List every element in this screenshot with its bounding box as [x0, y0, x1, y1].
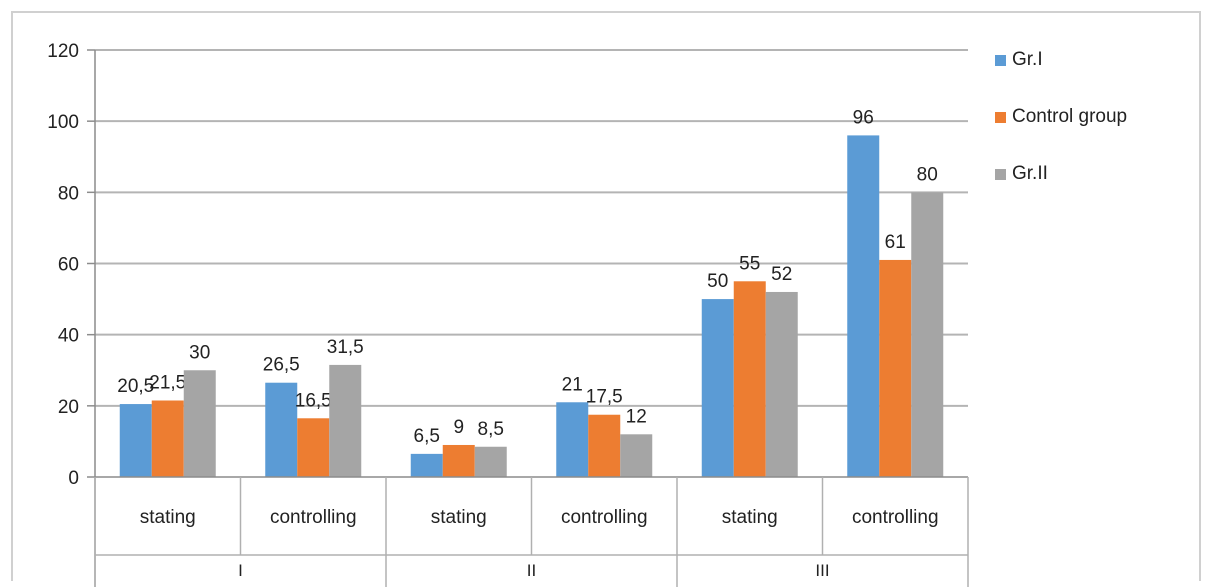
bar-gr-ii	[911, 192, 944, 478]
bar-control-group	[442, 444, 475, 477]
data-label: 12	[626, 406, 647, 427]
data-label: 50	[707, 271, 728, 292]
data-label: 16,5	[295, 390, 332, 411]
bar-gr-i	[410, 453, 443, 477]
y-tick-label: 120	[47, 41, 79, 62]
legend-item: Control group	[995, 105, 1127, 129]
bar-gr-ii	[474, 446, 507, 477]
x-group-label: III	[815, 561, 829, 580]
data-label: 80	[917, 164, 938, 185]
bar-gr-i	[556, 402, 589, 477]
legend-swatch	[995, 54, 1006, 66]
x-category-label: controlling	[561, 507, 648, 528]
y-tick-label: 20	[58, 397, 79, 418]
data-label: 17,5	[586, 387, 623, 408]
bar-gr-ii	[183, 370, 216, 477]
chart-frame	[11, 11, 1201, 581]
y-tick-label: 60	[58, 255, 79, 276]
y-tick-label: 40	[58, 326, 79, 347]
legend-item: Gr.II	[995, 162, 1048, 186]
y-tick-label: 100	[47, 112, 79, 133]
data-label: 96	[853, 107, 874, 128]
legend-item: Gr.I	[995, 48, 1043, 72]
bar-gr-ii	[329, 364, 362, 477]
x-category-label: controlling	[852, 507, 939, 528]
data-label: 21,5	[149, 372, 186, 393]
x-category-label: stating	[431, 507, 487, 528]
data-label: 30	[189, 342, 210, 363]
bar-control-group	[733, 281, 766, 477]
data-label: 61	[885, 232, 906, 253]
legend-swatch	[995, 111, 1006, 123]
bar-gr-i	[701, 299, 734, 477]
legend-label: Gr.II	[1012, 163, 1048, 184]
bar-gr-ii	[620, 434, 653, 477]
bar-gr-i	[847, 135, 880, 477]
x-group-label: II	[527, 561, 536, 580]
data-label: 31,5	[327, 337, 364, 358]
y-tick-label: 0	[68, 468, 79, 489]
data-label: 52	[771, 264, 792, 285]
data-label: 20,5	[117, 376, 154, 397]
x-category-label: controlling	[270, 507, 357, 528]
bar-control-group	[588, 414, 621, 477]
bar-gr-i	[119, 404, 152, 477]
legend-swatch	[995, 168, 1006, 180]
bar-gr-ii	[765, 291, 798, 477]
y-tick-label: 80	[58, 183, 79, 204]
data-label: 8,5	[478, 419, 504, 440]
data-label: 21	[562, 374, 583, 395]
data-label: 55	[739, 253, 760, 274]
bar-control-group	[297, 418, 330, 477]
x-group-label: I	[238, 561, 243, 580]
data-label: 9	[453, 417, 464, 438]
legend-label: Gr.I	[1012, 49, 1043, 70]
data-label: 6,5	[414, 426, 440, 447]
bar-control-group	[151, 400, 184, 477]
data-label: 26,5	[263, 355, 300, 376]
bar-control-group	[879, 259, 912, 477]
legend-label: Control group	[1012, 106, 1128, 127]
bar-gr-i	[265, 382, 298, 477]
x-category-label: stating	[722, 507, 778, 528]
x-category-label: stating	[140, 507, 196, 528]
